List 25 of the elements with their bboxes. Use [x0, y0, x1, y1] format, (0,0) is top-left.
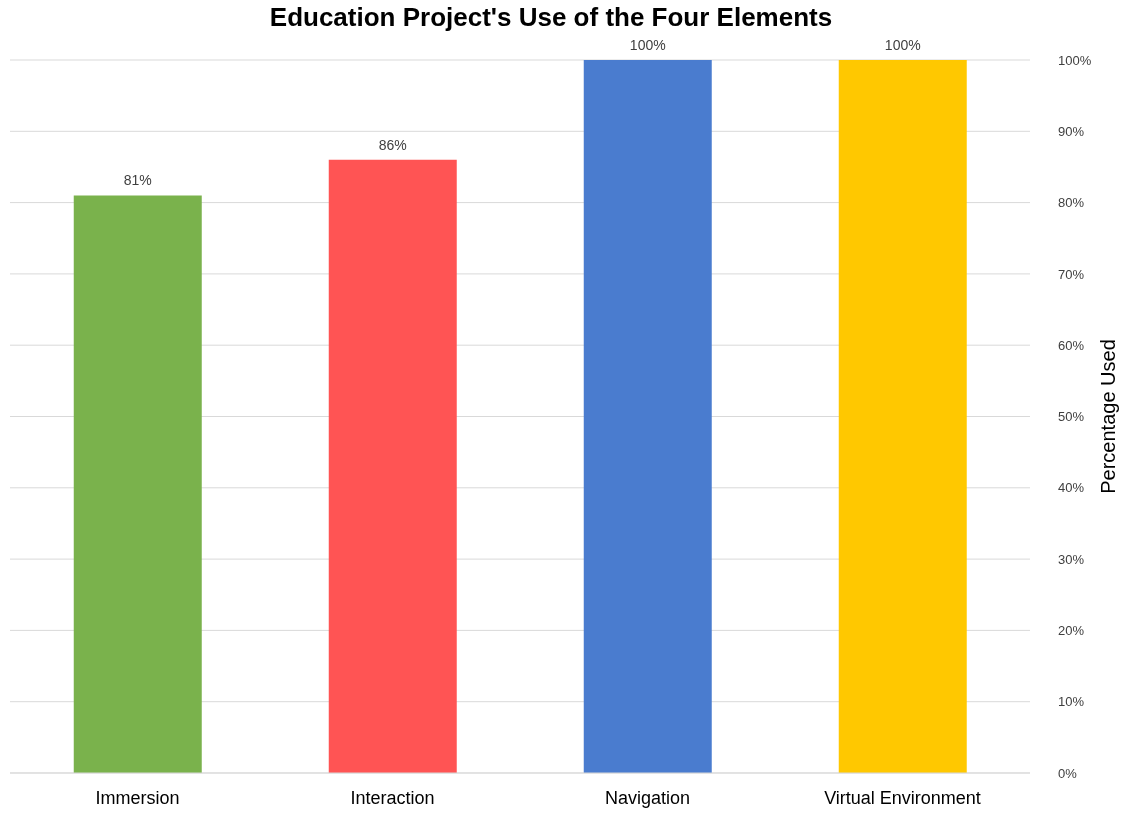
y-tick-label: 80%	[1058, 195, 1085, 211]
y-tick-label: 40%	[1058, 480, 1085, 496]
x-tick-label: Navigation	[604, 787, 691, 808]
y-tick-label: 30%	[1058, 551, 1085, 567]
chart-title: Education Project's Use of the Four Elements	[268, 2, 834, 33]
y-tick-label: 70%	[1058, 266, 1085, 282]
y-tick-label: 20%	[1058, 623, 1085, 639]
x-tick-label: Virtual Environment	[824, 787, 981, 808]
data-label: 100%	[629, 37, 666, 53]
x-tick-label: Interaction	[350, 787, 435, 808]
y-tick-label: 90%	[1058, 123, 1085, 139]
y-tick-label: 60%	[1058, 337, 1085, 353]
bar	[328, 159, 457, 773]
data-label: 81%	[123, 172, 152, 189]
bar	[838, 60, 967, 773]
data-label: 86%	[378, 136, 407, 153]
y-tick-label: 0%	[1058, 765, 1078, 781]
y-tick-label: 50%	[1058, 409, 1085, 425]
data-label: 100%	[884, 37, 921, 53]
bar	[73, 195, 202, 773]
bar	[583, 60, 712, 773]
y-axis-title: Percentage Used	[1097, 339, 1119, 494]
y-tick-label: 100%	[1058, 52, 1092, 68]
x-tick-label: Immersion	[95, 787, 180, 808]
y-tick-label: 10%	[1058, 694, 1085, 710]
